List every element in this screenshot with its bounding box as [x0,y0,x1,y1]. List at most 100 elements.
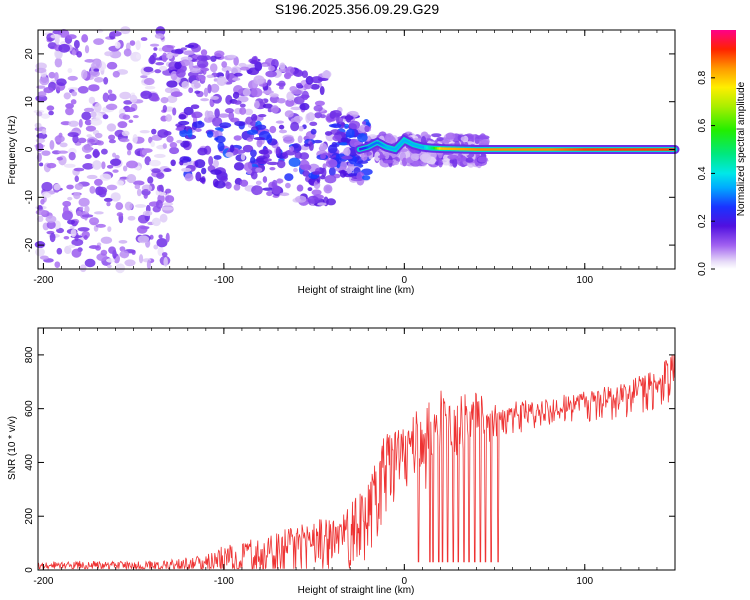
spectrogram-blob [243,162,253,172]
spectrogram-x-tick-label: 100 [576,275,593,286]
spectrogram-blob [41,150,51,156]
spectrogram-blob [196,55,207,61]
spectrogram-blob [452,157,458,168]
spectrogram-y-tick-label: -20 [24,237,35,252]
spectrogram-blob [85,125,97,132]
spectrogram-blob [88,70,100,78]
ridge-segment [360,147,364,151]
spectrogram-blob [344,123,349,128]
spectrogram-blob [112,152,117,158]
spectrogram-blob [165,232,170,243]
spectrogram-y-tick-label: 0 [24,146,35,152]
spectrogram-blob [93,38,105,46]
spectrogram-blob [112,169,119,173]
spectrogram-blob [302,170,310,177]
spectrogram-blob [81,111,92,121]
spectrogram-blob [250,149,257,158]
spectrogram-blob [92,160,102,170]
spectrogram-blob [162,44,174,53]
spectrogram-blob [312,171,322,175]
chart-title: S196.2025.356.09.29.G29 [275,1,439,17]
spectrogram-blob [445,132,456,140]
ridge-segment [396,144,400,149]
spectrogram-blob [319,114,326,119]
spectrogram-blob [133,180,145,186]
spectrogram-blob [225,181,232,190]
spectrogram-blob [57,150,69,154]
spectrogram-blob [156,238,168,248]
spectrogram-blob [94,102,102,113]
spectrogram-blob [233,183,241,191]
spectrogram-blob [345,128,355,138]
spectrogram-blob [200,49,208,57]
spectrogram-blob [78,118,83,128]
spectrogram-blob [219,122,232,129]
spectrogram-blob [301,70,309,79]
spectrogram-blob [261,63,268,67]
spectrogram-blob [71,91,78,97]
spectrogram-blob [119,91,132,100]
spectrogram-blob [35,142,44,152]
ridge-segment [366,145,369,149]
spectrogram-x-tick-label: -200 [33,275,53,286]
spectrogram-blob [84,205,90,213]
spectrogram-blob [270,105,279,114]
spectrogram-blob [324,131,333,136]
spectrogram-blob [215,135,226,144]
spectrogram-blob [95,245,102,251]
spectrogram-blob [169,146,180,155]
spectrogram-blob [225,152,234,158]
spectrogram-blob [311,76,323,84]
snr-panel: -200 -100 0 100 0 200 400 600 800 Height of str… [7,327,676,596]
snr-y-tick-label: 800 [24,346,35,363]
spectrogram-blob [81,230,90,239]
spectrogram-blob [178,113,187,120]
spectrogram-blob [347,173,358,177]
spectrogram-blob [290,106,302,111]
spectrogram-blob [143,66,154,73]
spectrogram-blob [153,47,158,51]
spectrogram-blob [92,148,100,159]
spectrogram-blob [127,215,136,221]
spectrogram-blob [153,244,159,250]
ridge-segment [362,146,366,150]
spectrogram-blob [308,142,314,151]
spectrogram-blob [108,246,116,254]
spectrogram-blob [150,141,155,147]
ridge-segment [410,142,415,146]
spectrogram-blob [293,69,304,77]
spectrogram-blob [83,235,88,241]
spectrogram-blob [134,184,141,190]
spectrogram-blob [327,144,338,154]
spectrogram-blob [109,50,122,59]
spectrogram-blob [68,244,76,249]
spectrogram-blob [126,173,137,184]
spectrogram-blob [158,234,163,239]
spectrogram-blob [262,103,273,109]
spectrogram-blob [239,103,246,108]
spectrogram-blob [179,156,190,163]
spectrogram-blob [465,157,474,163]
ridge-segment [374,141,378,145]
spectrogram-blob [56,78,67,86]
spectrogram-blob [277,97,286,104]
spectrogram-blob [256,139,263,148]
spectrogram-blob [76,50,83,58]
spectrogram-blob [269,167,276,171]
snr-y-label: SNR (10 * v/v) [7,416,18,480]
spectrogram-blob [155,62,165,66]
ridge-segment [376,141,380,145]
ridge-segment [403,138,407,143]
spectrogram-blob [360,168,373,176]
spectrogram-blob [54,57,63,68]
spectrogram-blob [74,183,84,190]
spectrogram-blob [207,83,212,94]
spectrogram-blob [181,167,192,172]
spectrogram-blob [84,119,92,126]
spectrogram-blob [282,151,288,157]
spectrogram-blob [221,61,228,68]
spectrogram-blob [285,182,291,189]
colorbar-tick-label: 0.2 [697,214,708,228]
spectrogram-blob [293,167,298,173]
spectrogram-blob [37,91,47,97]
